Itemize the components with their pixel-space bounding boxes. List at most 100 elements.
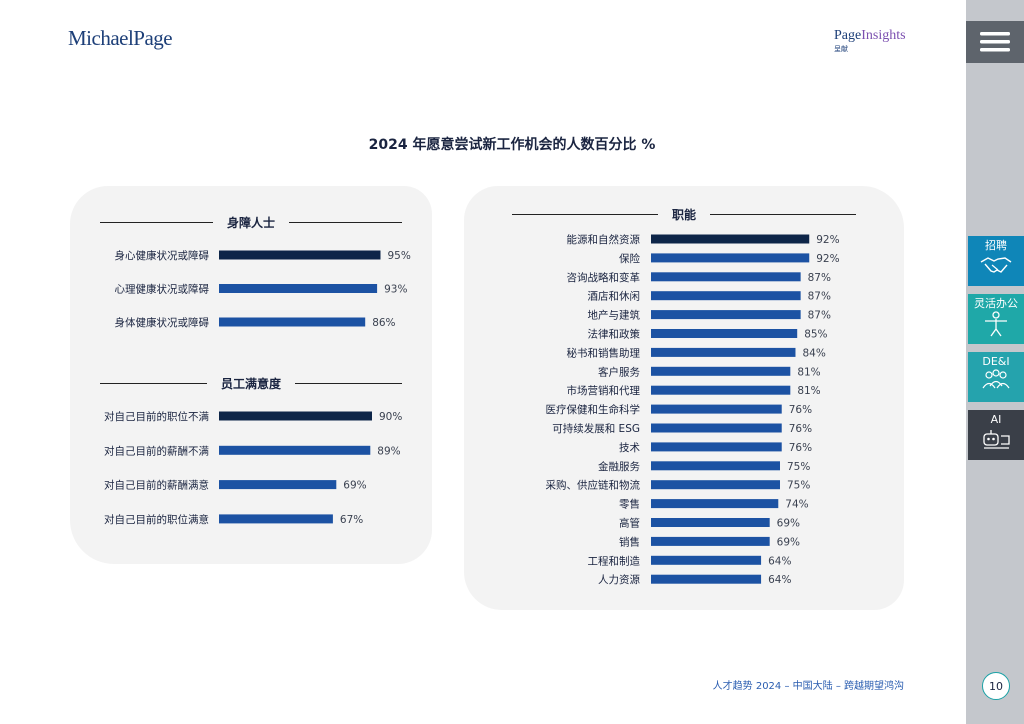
value-label: 92% (816, 253, 839, 265)
value-label: 69% (777, 536, 800, 548)
value-label: 67% (340, 514, 363, 526)
person-figure-icon (985, 311, 1007, 337)
category-label: 心理健康状况或障碍 (115, 283, 210, 296)
section-title-disability: 身障人士 (227, 216, 276, 230)
category-label: 可持续发展和 ESG (552, 422, 640, 435)
value-label: 76% (789, 423, 812, 435)
section-header-function: 职能 (512, 206, 857, 223)
sidebar-tab-label: DE&I (982, 355, 1010, 368)
value-label: 74% (785, 499, 808, 511)
category-label: 人力资源 (598, 573, 640, 586)
value-label: 87% (808, 291, 831, 303)
footer-text: 人才趋势 2024 – 中国大陆 – 跨越期望鸿沟 (712, 681, 904, 692)
menu-button[interactable] (966, 21, 1024, 63)
section-header-satisfaction: 员工满意度 (100, 375, 403, 392)
category-label: 客户服务 (598, 365, 640, 378)
category-label: 保险 (619, 252, 640, 265)
category-label: 法律和政策 (588, 328, 641, 341)
value-label: 75% (787, 480, 810, 492)
logo-insights-text: Insights (861, 28, 906, 43)
category-label: 对自己目前的职位不满 (104, 410, 209, 423)
value-label: 93% (384, 284, 407, 296)
bar (219, 514, 333, 524)
value-label: 86% (372, 317, 395, 329)
bar (651, 253, 810, 263)
bar (651, 347, 796, 357)
value-label: 69% (777, 518, 800, 530)
bar (651, 272, 801, 282)
bar (651, 574, 762, 584)
section-rule-left (100, 383, 207, 384)
handshake-icon (980, 257, 1012, 273)
sidebar-tab-ai[interactable]: AI (968, 410, 1024, 460)
category-label: 秘书和销售助理 (567, 346, 641, 359)
bar (651, 385, 791, 395)
sidebar-tab-label: 招聘 (985, 239, 1007, 252)
bar (651, 291, 801, 301)
bar (651, 234, 810, 244)
category-label: 采购、供应链和物流 (546, 479, 641, 492)
sidebar-tab-label: AI (990, 413, 1002, 426)
sidebar-tab-flex-work[interactable]: 灵活办公 (968, 294, 1024, 344)
category-label: 酒店和休闲 (588, 290, 641, 303)
value-label: 69% (343, 480, 366, 492)
bar (651, 480, 780, 490)
sidebar-tab-recruit[interactable]: 招聘 (968, 236, 1024, 286)
section-title-satisfaction: 员工满意度 (221, 377, 282, 391)
bar (651, 329, 798, 338)
category-label: 市场营销和代理 (567, 384, 641, 397)
category-label: 对自己目前的薪酬不满 (104, 444, 209, 457)
page-number[interactable]: 10 (982, 672, 1010, 700)
value-label: 89% (377, 445, 400, 457)
bar (651, 310, 801, 320)
bar (651, 499, 779, 509)
bar (219, 284, 378, 293)
section-title-function: 职能 (672, 208, 697, 222)
michael-page-logo[interactable]: MichaelPage (68, 26, 173, 50)
bar (651, 555, 762, 565)
bar (651, 461, 780, 471)
value-label: 85% (804, 329, 827, 341)
bar (651, 536, 770, 546)
value-label: 64% (768, 574, 791, 586)
category-label: 对自己目前的薪酬满意 (104, 479, 209, 492)
bar (651, 404, 782, 414)
category-label: 身心健康状况或障碍 (115, 249, 210, 262)
bar (219, 445, 371, 455)
category-label: 对自己目前的职位满意 (104, 513, 209, 526)
value-label: 81% (797, 385, 820, 397)
value-label: 90% (379, 411, 402, 423)
category-label: 咨询战略和变革 (567, 271, 641, 284)
sidebar-tab-dei[interactable]: DE&I (968, 352, 1024, 402)
bar (219, 317, 366, 327)
value-label: 76% (789, 442, 812, 454)
category-label: 销售 (619, 535, 640, 548)
bar (651, 518, 770, 527)
value-label: 76% (789, 404, 812, 416)
section-rule-left (100, 222, 213, 223)
sidebar-tab-label: 灵活办公 (974, 297, 1018, 310)
value-label: 64% (768, 555, 791, 567)
value-label: 95% (388, 250, 411, 262)
hamburger-icon (980, 32, 1010, 52)
chart-title: 2024 年愿意尝试新工作机会的人数百分比 % (368, 137, 656, 153)
category-label: 金融服务 (598, 460, 640, 473)
category-label: 工程和制造 (588, 554, 641, 567)
left-chart-card (70, 186, 432, 564)
value-label: 87% (808, 272, 831, 284)
bar (219, 480, 337, 490)
value-label: 81% (797, 366, 820, 378)
category-label: 零售 (619, 498, 640, 511)
value-label: 84% (802, 347, 825, 359)
bar (219, 411, 372, 421)
bar (651, 442, 782, 452)
section-rule-right (295, 383, 403, 384)
page-insights-logo[interactable]: PageInsights 呈献 (834, 28, 906, 54)
bar (651, 366, 791, 376)
logo-page-text: Page (834, 28, 862, 43)
logo-sub-text: 呈献 (834, 45, 848, 53)
bar (651, 423, 782, 433)
category-label: 地产与建筑 (588, 309, 641, 322)
section-header-disability: 身障人士 (100, 214, 403, 231)
